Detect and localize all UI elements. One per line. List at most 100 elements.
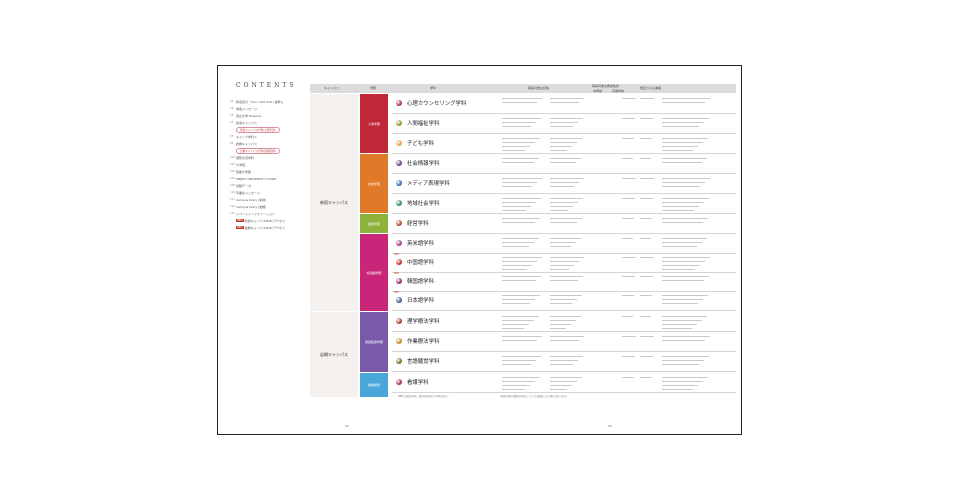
toc-page-number: 113 [230,212,235,215]
toc-page-number: 106 [230,170,235,173]
department-row[interactable]: 作業療法学科 [392,332,736,352]
department-row[interactable]: 地域社会学科 [392,194,736,214]
toc-label: 新宿自分「Your chat chat (抜粋)」 [236,99,285,104]
department-name: 人間福祉学科 [407,121,440,127]
toc-page-number: 110 [230,191,235,194]
toc-page-number: 18 [230,114,234,117]
toc-item[interactable]: NEW 新宿キャンパスMAP/アクセス [230,217,302,224]
department-name: 日本語学科 [407,298,434,304]
department-emblem-icon [396,297,402,303]
header-teacher-license: 取得可能な教員免許 [592,84,620,88]
toc-page-number: 22 [230,121,234,124]
toc-item[interactable]: 26 岩槻キャンパス [230,140,302,147]
department-row[interactable]: 英米語学科 [392,234,736,254]
department-row[interactable]: 言語聴覚学科 [392,352,736,372]
toc-label: 国際交流学科 [236,155,255,160]
toc-item[interactable]: NEW 岩槻キャンパスMAP/アクセス [230,224,302,231]
faculty-block: 人間学部 [360,94,388,153]
fine-print-placeholder [502,194,732,213]
department-emblem-icon [396,120,402,126]
department-name: 理学療法学科 [407,319,440,325]
department-row[interactable]: 人間福祉学科 [392,114,736,134]
fine-print-placeholder [502,352,732,371]
toc-item[interactable]: 22 新宿キャンパス [230,119,302,126]
department-emblem-icon [396,160,402,166]
toc-page-number: 26 [230,142,234,145]
toc-item[interactable]: 106 短期大学部 [230,168,302,175]
department-name: 心理カウンセリング学科 [407,101,467,107]
toc-page-number: 105 [230,163,235,166]
department-row[interactable]: メディア表現学科 [392,174,736,194]
fine-print-placeholder [502,332,732,351]
toc-item[interactable]: 15 学長メッセージ [230,105,302,112]
department-row[interactable]: NEW 中国語学科 [392,253,736,273]
toc-item[interactable]: 113 イベントインフォメーション [230,210,302,217]
toc-label: Campus Diary (新宿) [236,197,267,202]
fine-print-placeholder [502,154,732,173]
toc-label: 岩槻キャンパス [236,141,258,146]
toc-item[interactable]: 23 キャンプ学科ス [230,133,302,140]
toc-item[interactable]: 新宿キャンパス学科(心理学部) [230,126,302,133]
table-of-contents: 02 新宿自分「Your chat chat (抜粋)」 15 学長メッセージ 18 目白… [230,98,302,231]
department-emblem-icon [396,100,402,106]
toc-label: 新宿キャンパスMAP/アクセス [244,218,285,223]
faculty-block: 看護学部 [360,373,388,397]
department-name: 作業療法学科 [407,339,440,345]
department-emblem-icon [396,338,402,344]
header-department: 学科 [430,86,437,90]
fine-print-placeholder [502,312,732,331]
toc-page-number: 107 [230,177,235,180]
toc-item[interactable]: 110 卒業生メッセージ [230,189,302,196]
department-row[interactable]: 看護学科 [392,373,736,393]
department-emblem-icon [396,200,402,206]
toc-section-pill: 岩槻キャンパス学科(保健医療) [236,147,280,154]
toc-label: キャンプ学科ス [236,134,257,139]
faculty-block: 外国語学部 [360,234,388,311]
toc-item[interactable]: 18 目白大学 Essence [230,112,302,119]
toc-item[interactable]: 104 国際交流学科 [230,154,302,161]
department-row[interactable]: 経営学科 [392,214,736,234]
toc-item[interactable]: 105 大学院 [230,161,302,168]
fine-print-placeholder [502,373,732,392]
department-row[interactable]: NEW 日本語学科 [392,291,736,311]
fine-print-placeholder [502,94,732,113]
toc-item[interactable]: 02 新宿自分「Your chat chat (抜粋)」 [230,98,302,105]
toc-section-pill: 新宿キャンパス学科(心理学部) [236,126,280,133]
toc-item[interactable]: 107 MEJIRO UNIVERSITY GUIDE [230,175,302,182]
department-name: 英米語学科 [407,241,434,247]
toc-label: 目白大学 Essence [236,113,262,118]
header-high-school: 高等学校 [612,89,625,93]
toc-item[interactable]: 109 就職データ [230,182,302,189]
fine-print-placeholder [502,253,732,272]
toc-item[interactable]: 112 Campus Diary (岩槻) [230,203,302,210]
department-emblem-icon [396,358,402,364]
department-emblem-icon [396,220,402,226]
header-career: 想定される進路 [640,86,662,90]
faculty-block: 社会学部 [360,154,388,213]
toc-item[interactable]: 岩槻キャンパス学科(保健医療) [230,147,302,154]
department-row[interactable]: 子ども学科 [392,134,736,154]
department-name: 地域社会学科 [407,201,440,207]
toc-label: 新宿キャンパス [236,120,258,125]
department-row[interactable]: 理学療法学科 [392,312,736,332]
department-row[interactable]: NEW 韓国語学科 [392,272,736,292]
department-row[interactable]: 社会情報学科 [392,154,736,174]
page-number-left: 21 [345,424,349,428]
header-qualifications: 取得可能な資格 [528,86,550,90]
campus-shinjuku: 新宿キャンパス [310,94,358,311]
toc-new-tag: NEW [236,226,244,229]
header-junior-high: 中学校 [593,89,603,93]
department-name: 中国語学科 [407,260,434,266]
fine-print-placeholder [502,291,732,310]
toc-item[interactable]: 111 Campus Diary (新宿) [230,196,302,203]
table-header: キャンパス 学部 学科 取得可能な資格 取得可能な教員免許 中学校 高等学校 想… [310,84,736,93]
fine-print-placeholder [502,174,732,193]
department-name: 韓国語学科 [407,279,434,285]
new-badge: NEW [394,272,400,275]
department-row[interactable]: 心理カウンセリング学科 [392,94,736,114]
department-table: キャンパス 学部 学科 取得可能な資格 取得可能な教員免許 中学校 高等学校 想… [310,84,736,398]
department-name: 社会情報学科 [407,161,440,167]
toc-label: Campus Diary (岩槻) [236,204,267,209]
toc-label: 就職データ [236,183,252,188]
department-name: メディア表現学科 [407,181,450,187]
